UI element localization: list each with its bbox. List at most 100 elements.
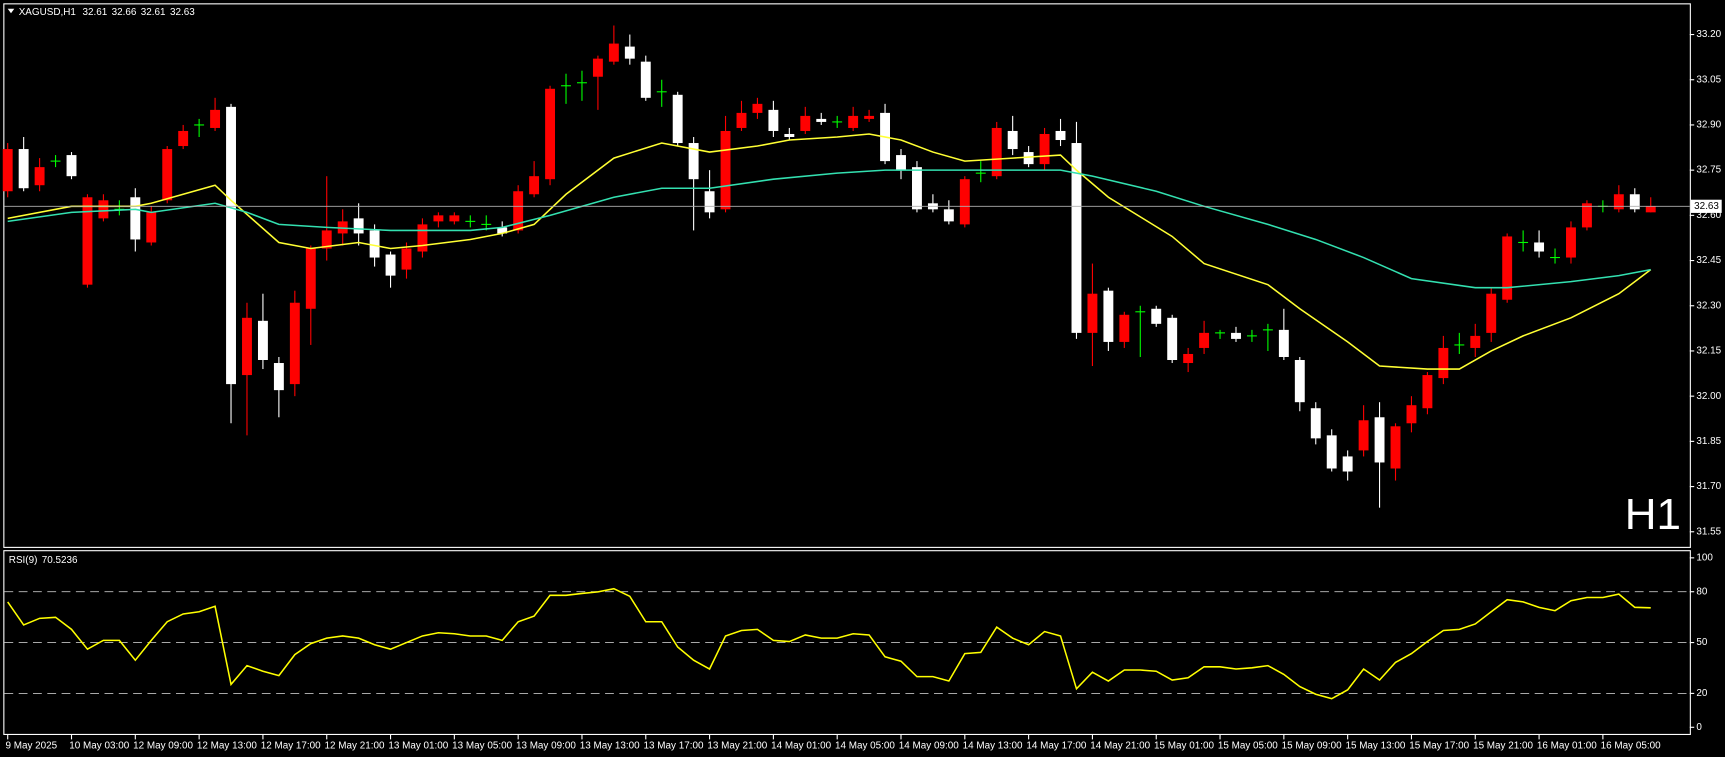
candle-body: [34, 167, 45, 186]
candle-body: [1199, 332, 1210, 348]
header-close: 32.63: [170, 7, 195, 18]
candle-body: [257, 320, 268, 361]
candle-body: [1151, 308, 1162, 324]
candle-body: [672, 94, 683, 144]
x-tick-label: 14 May 17:00: [1026, 741, 1086, 752]
candle-body: [624, 46, 635, 59]
x-tick-label: 12 May 17:00: [261, 741, 321, 752]
candle-body: [2, 149, 13, 192]
candle-body: [816, 118, 827, 122]
x-tick-label: 9 May 2025: [6, 741, 58, 752]
candle-body: [242, 317, 252, 376]
price-panel-frame: [3, 3, 1691, 548]
menu-arrow[interactable]: [7, 8, 15, 14]
y-tick-label: 0: [1696, 722, 1702, 733]
candle-body: [1374, 417, 1385, 463]
bid-label-box: [1690, 199, 1722, 213]
bid-label: 32.63: [1694, 201, 1719, 212]
y-tick-label: 32.30: [1696, 300, 1721, 311]
timeframe-watermark: H1: [1625, 490, 1681, 539]
candle-body: [1183, 353, 1194, 364]
x-tick-label: 15 May 13:00: [1345, 741, 1405, 752]
x-tick-label: 13 May 01:00: [388, 741, 448, 752]
x-tick-label: 15 May 01:00: [1154, 741, 1214, 752]
x-tick-label: 13 May 09:00: [516, 741, 576, 752]
candle-body: [943, 209, 954, 222]
candle-body: [1087, 293, 1098, 333]
candle-body: [449, 215, 460, 222]
candle-body: [66, 155, 77, 177]
candle-body: [1326, 435, 1337, 469]
y-tick-label: 32.45: [1696, 255, 1721, 266]
y-tick-label: 32.75: [1696, 165, 1721, 176]
x-tick-label: 16 May 01:00: [1537, 741, 1597, 752]
candle-body: [784, 133, 795, 137]
candle-body: [1231, 332, 1241, 339]
candle-body: [864, 115, 875, 119]
candle-body: [1470, 335, 1481, 348]
x-tick-label: 13 May 13:00: [580, 741, 640, 752]
y-tick-label: 80: [1696, 586, 1707, 597]
candle-body: [800, 115, 811, 131]
y-tick-label: 33.20: [1696, 29, 1721, 40]
x-tick-label: 15 May 21:00: [1473, 741, 1533, 752]
candle-body: [497, 227, 508, 234]
y-tick-label: 31.70: [1696, 481, 1721, 492]
y-tick-label: 50: [1696, 637, 1707, 648]
candle-body: [401, 248, 412, 270]
candle-body: [1119, 314, 1130, 342]
x-tick-label: 13 May 17:00: [644, 741, 704, 752]
candle-body: [704, 191, 715, 213]
y-tick-label: 32.15: [1696, 346, 1721, 357]
candle-body: [720, 130, 731, 210]
y-tick-label: 100: [1696, 552, 1713, 563]
candle-body: [592, 58, 603, 77]
candle-body: [752, 103, 763, 113]
x-tick-label: 14 May 09:00: [899, 741, 959, 752]
x-tick-label: 15 May 17:00: [1409, 741, 1469, 752]
chart-header: XAGUSD,H1 32.61 32.66 32.61 32.63: [19, 7, 196, 18]
x-tick-label: 13 May 05:00: [452, 741, 512, 752]
candle-body: [768, 109, 779, 131]
candle-body: [848, 115, 859, 128]
x-tick-label: 15 May 09:00: [1282, 741, 1342, 752]
candle-body: [369, 230, 380, 258]
candle-body: [130, 197, 141, 240]
x-tick-label: 13 May 21:00: [707, 741, 767, 752]
candle-body: [1103, 290, 1114, 342]
x-tick-label: 14 May 05:00: [835, 741, 895, 752]
rsi-line: [7, 587, 1651, 700]
x-tick-label: 12 May 13:00: [197, 741, 257, 752]
symbol: XAGUSD,H1: [19, 7, 77, 18]
candle-body: [385, 254, 396, 276]
candle-body: [1039, 133, 1050, 165]
y-tick-label: 31.55: [1696, 526, 1721, 537]
header-low: 32.61: [141, 7, 166, 18]
candle-body: [1502, 236, 1513, 300]
candle-body: [912, 167, 922, 210]
candle-body: [82, 197, 93, 285]
candle-body: [1390, 426, 1401, 469]
x-tick-label: 14 May 13:00: [963, 741, 1023, 752]
rsi-current: 70.5236: [42, 555, 78, 566]
x-tick-label: 14 May 21:00: [1090, 741, 1150, 752]
header-open: 32.61: [82, 7, 107, 18]
candle-body: [959, 179, 970, 225]
candle-body: [433, 215, 444, 222]
candle-body: [305, 248, 316, 309]
candle-body: [529, 176, 540, 195]
candle-body: [1071, 143, 1082, 333]
y-tick-label: 20: [1696, 688, 1707, 699]
candle-body: [1358, 420, 1369, 451]
y-tick-label: 31.85: [1696, 436, 1721, 447]
candle-body: [417, 224, 428, 252]
y-tick-label: 32.00: [1696, 391, 1721, 402]
y-tick-label: 33.05: [1696, 74, 1721, 85]
candle-body: [321, 230, 332, 249]
candle-body: [1310, 408, 1321, 439]
x-tick-label: 14 May 01:00: [771, 741, 831, 752]
candle-body: [353, 218, 364, 234]
